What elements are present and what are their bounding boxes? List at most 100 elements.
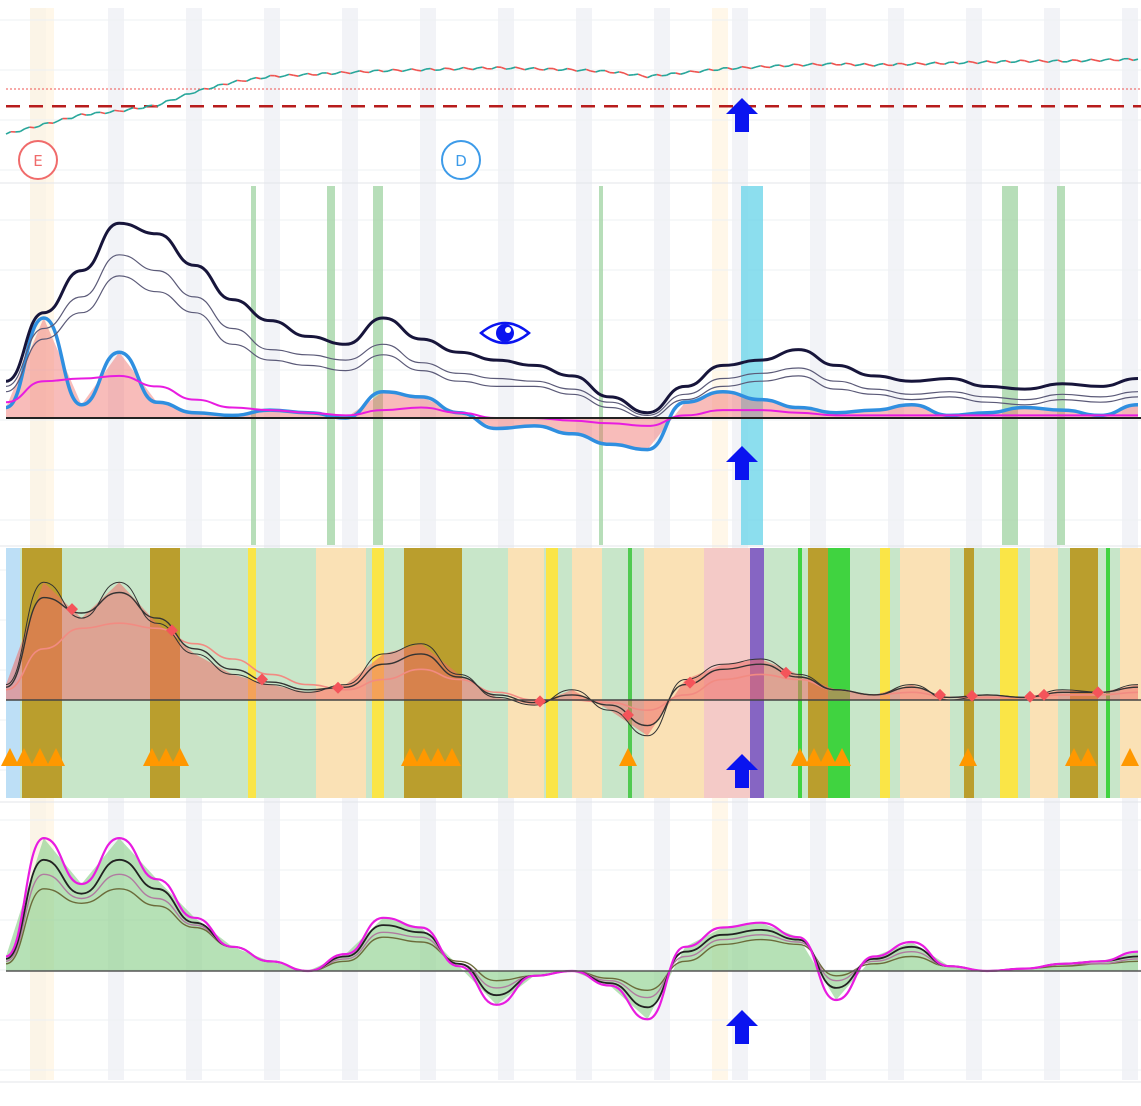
price-candle [401, 69, 408, 73]
price-candle [944, 61, 950, 65]
triangle-up-icon [143, 748, 161, 766]
price-candle [562, 67, 568, 71]
price-candle [359, 70, 365, 73]
price-candle [199, 87, 205, 91]
price-candle [821, 62, 827, 67]
price-candle [1085, 58, 1092, 62]
session-column [1122, 8, 1138, 1080]
price-candle [1095, 59, 1101, 63]
price-candle [963, 60, 969, 64]
regime-band [900, 548, 950, 798]
event-marker-e[interactable]: E [18, 140, 58, 180]
price-candle [717, 67, 724, 71]
diamond-icon [622, 709, 634, 722]
price-candle [128, 107, 134, 111]
regime-band [1106, 548, 1110, 798]
price-candle [906, 63, 912, 66]
price-candle [585, 68, 592, 72]
session-column [342, 8, 358, 1080]
triangle-up-icon [429, 748, 447, 766]
event-marker-e-label: E [33, 152, 42, 170]
price-candle [968, 60, 974, 63]
price-candle [227, 81, 233, 86]
price-candle [392, 68, 398, 71]
regime-band [248, 548, 256, 798]
diamond-icon [966, 689, 978, 702]
price-candle [750, 66, 757, 70]
regime-band [1030, 548, 1058, 798]
triangle-up-icon [157, 748, 175, 766]
session-column [654, 8, 670, 1080]
price-candle [439, 67, 445, 71]
price-candle [656, 73, 662, 77]
eye-icon[interactable] [479, 321, 531, 345]
triangle-up-icon [1079, 748, 1097, 766]
price-candle [510, 66, 516, 70]
price-candle [406, 68, 412, 71]
price-candle [831, 62, 837, 66]
price-candle [817, 63, 823, 67]
price-candle [204, 87, 209, 90]
price-candle [552, 67, 559, 72]
price-candle [90, 111, 96, 116]
price-candle [463, 66, 469, 70]
price-candle [411, 68, 417, 71]
price-candle [477, 66, 483, 69]
session-column-highlight [712, 8, 728, 1080]
up-arrow-icon [726, 98, 758, 132]
up-arrow-icon [726, 754, 758, 788]
series-line [5, 836, 1139, 1021]
price-candle [652, 73, 658, 77]
signal-bar [599, 186, 603, 545]
price-candle [614, 71, 620, 74]
price-candle [694, 70, 700, 74]
price-candle [826, 62, 832, 65]
price-candle [755, 64, 761, 68]
up-arrow-icon [726, 1010, 758, 1044]
price-candle [1005, 59, 1011, 64]
price-candle [76, 113, 82, 117]
price-candle [57, 117, 63, 122]
diamond-icon [256, 673, 268, 686]
price-candle [779, 64, 785, 68]
price-candle [519, 67, 526, 71]
background-layer [0, 8, 1141, 1083]
price-candle [986, 60, 993, 64]
price-candle [953, 61, 960, 65]
event-marker-d[interactable]: D [441, 140, 481, 180]
price-candle [1076, 59, 1082, 63]
triangle-up-icon [15, 748, 33, 766]
session-column [420, 8, 436, 1080]
price-candle [1015, 59, 1021, 63]
price-candle [883, 62, 889, 67]
session-column [186, 8, 202, 1080]
price-candle [684, 70, 691, 74]
regime-band [808, 548, 828, 798]
price-candle [378, 69, 384, 73]
price-candle [741, 65, 747, 69]
price-candle [420, 68, 427, 72]
price-candle [1029, 60, 1035, 64]
price-candle [567, 67, 573, 71]
price-candle [71, 114, 78, 120]
series-line [5, 591, 1139, 727]
up-arrow-icon [726, 446, 758, 480]
price-candle [449, 67, 455, 71]
price-candle [288, 73, 294, 77]
price-candle [529, 66, 535, 70]
price-candle [746, 66, 752, 70]
price-candle [807, 62, 813, 66]
diamond-icon [780, 666, 792, 679]
price-candle [166, 99, 172, 102]
price-candle [142, 105, 148, 110]
price-candle [38, 122, 45, 128]
session-column [888, 8, 904, 1080]
price-candle [859, 62, 865, 66]
regime-band [572, 548, 602, 798]
price-candle [109, 109, 115, 114]
price-candle [251, 76, 257, 80]
signal-arrows [726, 98, 758, 1044]
diamond-icon [1024, 690, 1036, 703]
price-candle [302, 72, 309, 76]
diamond-icon [534, 695, 546, 708]
